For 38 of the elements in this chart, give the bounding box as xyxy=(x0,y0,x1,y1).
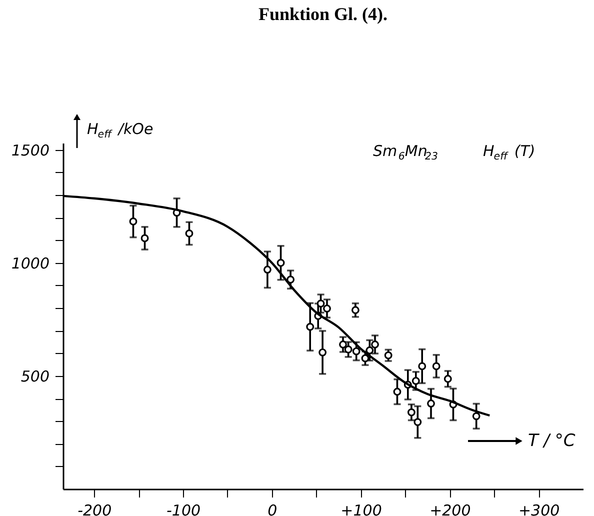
point xyxy=(185,230,194,238)
point xyxy=(344,346,352,354)
x-tick-label: +200 xyxy=(430,502,471,516)
point xyxy=(352,347,360,356)
point xyxy=(316,300,325,308)
point xyxy=(432,362,440,370)
point xyxy=(444,374,452,383)
point xyxy=(366,346,374,354)
point xyxy=(384,351,392,360)
point xyxy=(412,376,420,385)
point xyxy=(427,400,435,408)
x-tick-label: -200 xyxy=(78,502,112,516)
point xyxy=(306,322,314,331)
y-tick-label: 1500 xyxy=(11,141,50,160)
x-tick-label: +300 xyxy=(518,502,560,516)
x-axis-title: T / °C xyxy=(528,431,576,451)
x-tick-label: -100 xyxy=(166,502,201,516)
point xyxy=(472,412,480,420)
point xyxy=(286,276,295,284)
point xyxy=(323,304,331,312)
x-tick-label: 0 xyxy=(268,502,278,516)
point xyxy=(393,388,402,396)
point xyxy=(276,258,285,267)
point xyxy=(263,266,272,274)
chart-title: Funktion Gl. (4). xyxy=(258,4,388,24)
x-tick-label: +100 xyxy=(340,502,382,516)
point xyxy=(371,340,379,348)
y-tick-label: 1000 xyxy=(11,254,50,272)
y-tick-label: 500 xyxy=(20,367,50,386)
point xyxy=(129,218,138,226)
point xyxy=(351,306,360,314)
point xyxy=(318,348,327,356)
point xyxy=(339,340,347,348)
point xyxy=(418,362,426,370)
point xyxy=(361,354,370,362)
point xyxy=(414,418,422,426)
point xyxy=(140,234,149,242)
point xyxy=(407,408,416,416)
